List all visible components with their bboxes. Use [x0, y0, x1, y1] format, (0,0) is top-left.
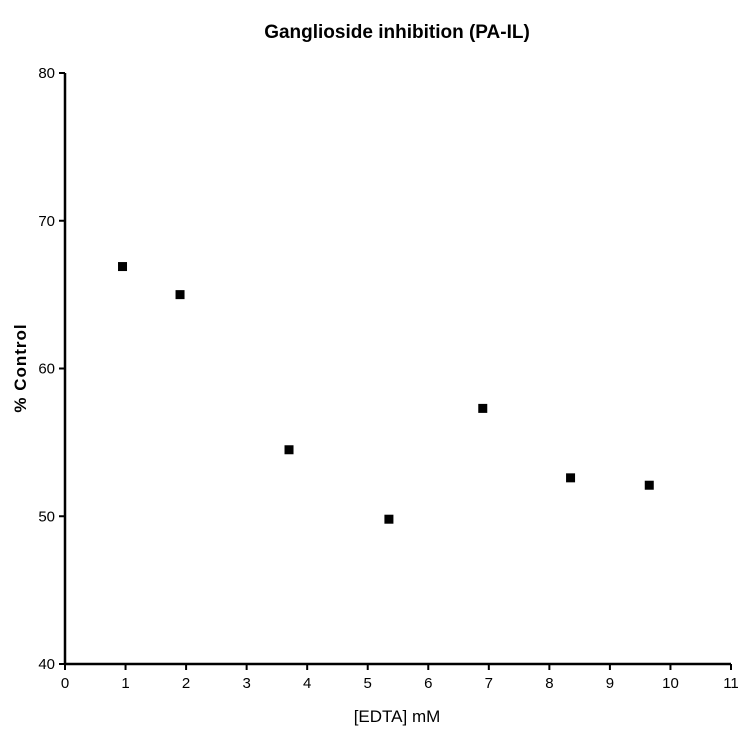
- y-tick-label: 40: [38, 656, 55, 673]
- x-tick-label: 6: [424, 675, 432, 692]
- x-tick-label: 9: [606, 675, 614, 692]
- data-point: [478, 403, 488, 413]
- y-tick-label: 70: [38, 213, 55, 230]
- x-tick-label: 1: [121, 675, 129, 692]
- x-tick-label: 4: [303, 675, 311, 692]
- x-tick-label: 11: [723, 675, 739, 692]
- x-tick-label: 0: [61, 675, 69, 692]
- x-tick-label: 2: [182, 675, 190, 692]
- x-tick-label: 5: [364, 675, 372, 692]
- data-point: [644, 480, 654, 490]
- axes: [63, 73, 731, 666]
- chart-title: Ganglioside inhibition (PA-IL): [264, 22, 530, 43]
- data-points: [118, 262, 654, 524]
- x-tick-label: 3: [242, 675, 250, 692]
- x-tick-label: 8: [545, 675, 553, 692]
- data-point: [384, 514, 394, 524]
- data-point: [284, 445, 294, 455]
- data-point: [118, 262, 128, 272]
- data-point: [566, 473, 576, 483]
- x-tick-label: 10: [662, 675, 679, 692]
- x-axis-label: [EDTA] mM: [354, 707, 441, 726]
- x-tick-label: 7: [485, 675, 493, 692]
- y-tick-label: 50: [38, 508, 55, 525]
- y-axis-label: % Control: [11, 323, 30, 412]
- y-axis-ticks: 40 50 60 70 80: [38, 65, 65, 673]
- y-tick-label: 60: [38, 361, 55, 378]
- y-tick-label: 80: [38, 65, 55, 82]
- x-axis-ticks: 0 1 2 3 4 5 6 7 8 9 10 11: [61, 664, 739, 692]
- data-point: [175, 290, 185, 300]
